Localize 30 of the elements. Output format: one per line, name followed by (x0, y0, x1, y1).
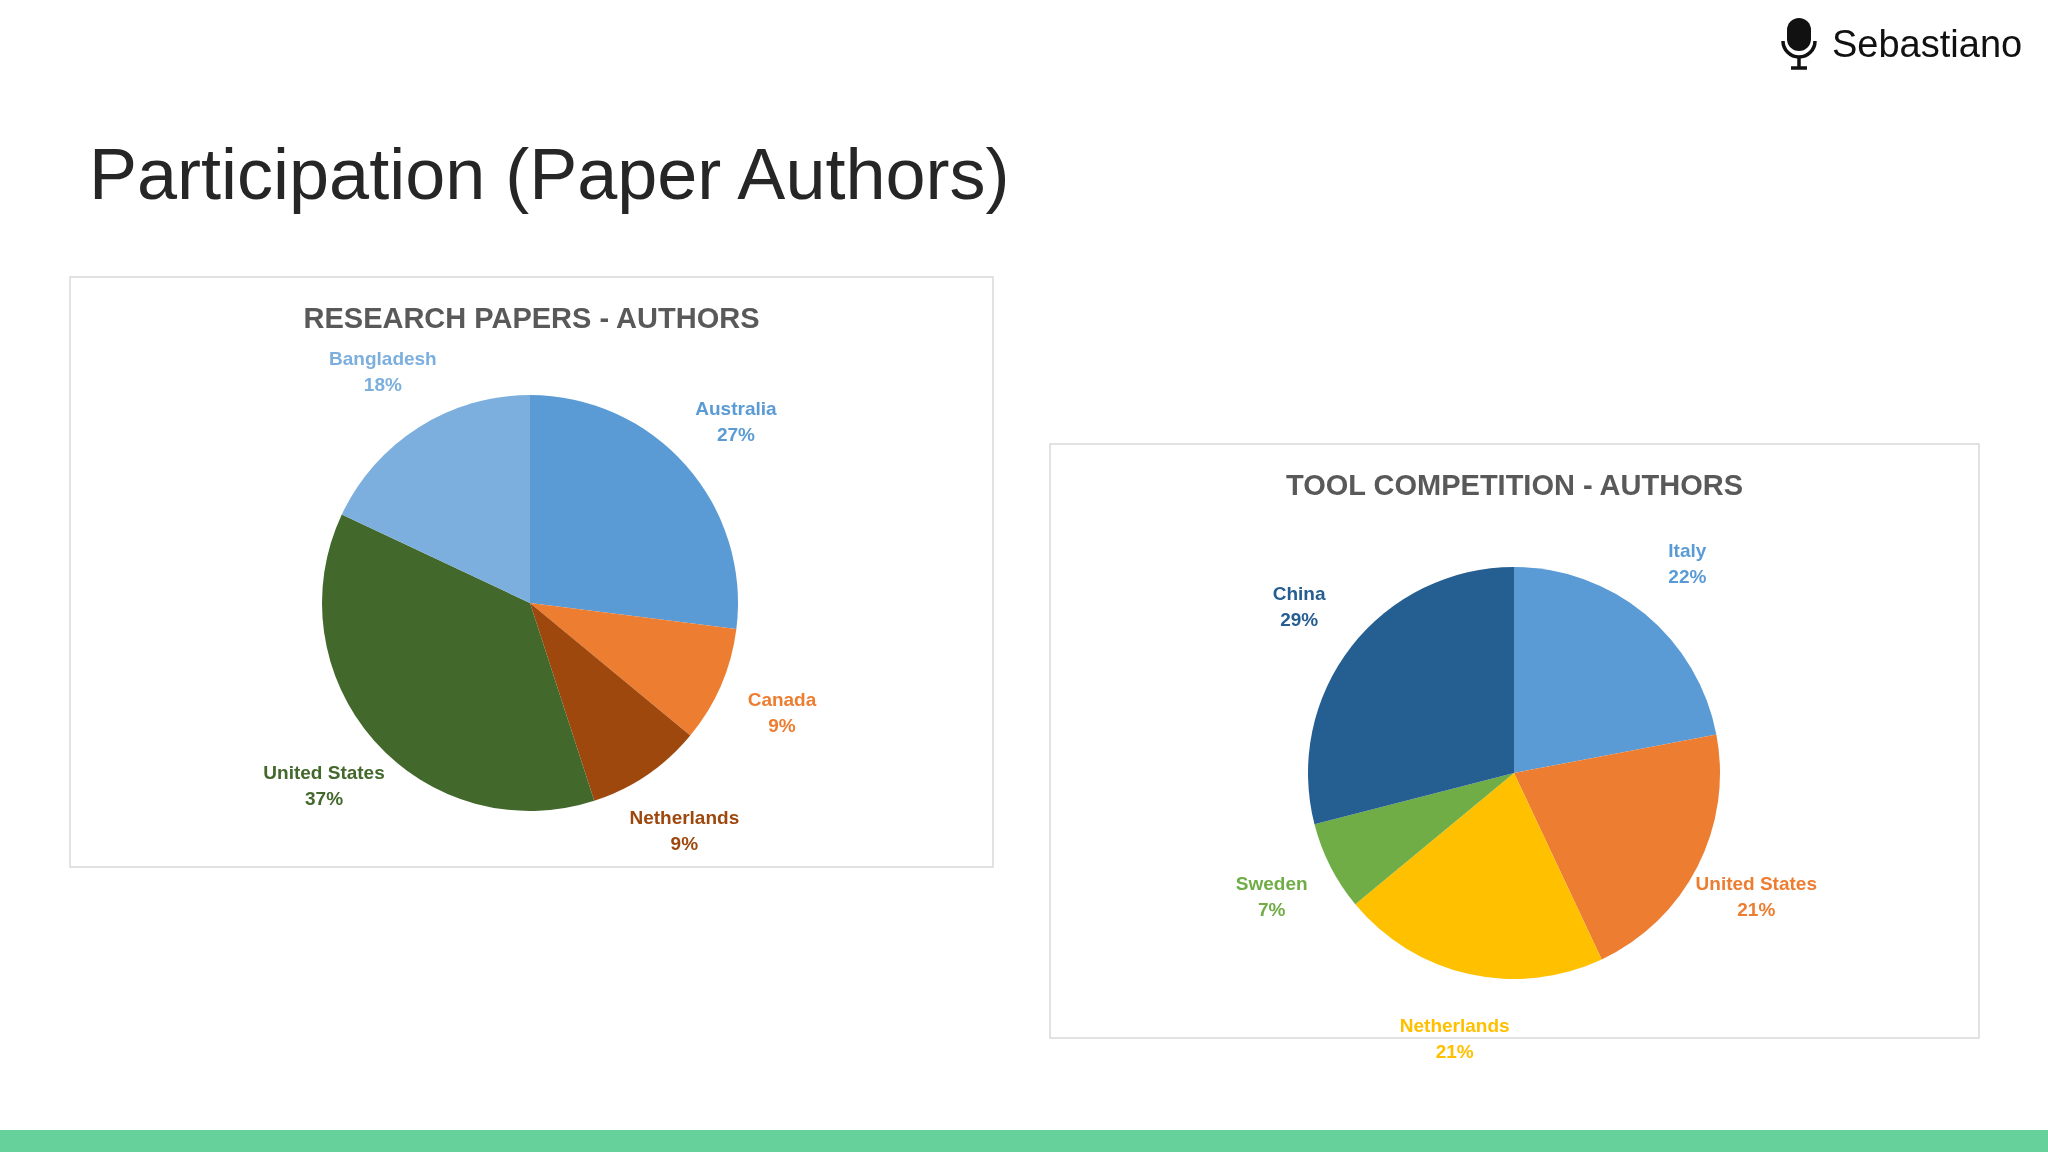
slice-label: United States (263, 761, 385, 783)
data-label: 29% (1280, 609, 1319, 631)
data-label: 7% (1257, 899, 1286, 921)
pie-slice (1355, 773, 1602, 979)
pie-slice (1514, 567, 1717, 773)
slice-label: Italy (1668, 540, 1707, 562)
text: Participation (Paper Authors) (89, 134, 1010, 214)
text: Sebastiano (1832, 23, 2023, 65)
data-label: 21% (1737, 899, 1776, 921)
pie-slice (1314, 773, 1514, 905)
slice-label: Netherlands (629, 807, 740, 829)
slice-label: Bangladesh (329, 348, 437, 370)
slice-label: Canada (747, 689, 817, 711)
slice-label: Netherlands (1399, 1015, 1510, 1037)
data-label: 9% (670, 833, 699, 855)
data-label: 37% (305, 787, 344, 809)
data-label: 22% (1668, 566, 1707, 588)
pie-slice (341, 395, 530, 603)
slice-label: Sweden (1235, 873, 1308, 895)
data-label: 27% (716, 424, 756, 446)
slice-label: China (1272, 583, 1326, 605)
data-label: 21% (1435, 1041, 1474, 1063)
pie-slice (530, 603, 691, 801)
pie-slice (530, 603, 737, 736)
slice-label: United States (1695, 873, 1817, 895)
data-label: 18% (363, 374, 402, 396)
chart-title: TOOL COMPETITION - AUTHORS (1285, 469, 1744, 501)
data-label: 9% (768, 715, 796, 737)
chart-title: RESEARCH PAPERS - AUTHORS (303, 302, 760, 334)
slice-label: Australia (695, 398, 778, 420)
